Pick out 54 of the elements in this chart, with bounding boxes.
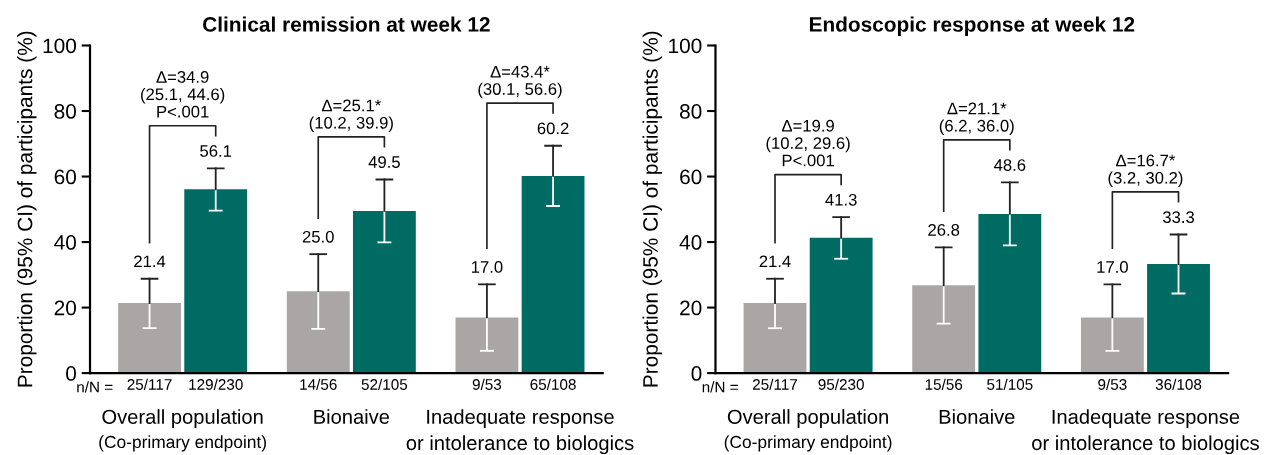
y-tick-label: 40 [54, 235, 77, 250]
data-label: 21.4 [759, 255, 791, 268]
x-tick-label: 25/117 [752, 378, 798, 390]
x-tick-label: 15/56 [925, 378, 963, 390]
y-tick-label: 100 [669, 38, 702, 54]
data-label: 48.6 [994, 159, 1026, 171]
text: Overall population (Co-primary endpoint) [99, 409, 266, 452]
x-tick-label: 36/108 [1155, 378, 1202, 390]
x-tick-label: 51/105 [987, 378, 1033, 390]
y-tick-label: 40 [679, 235, 702, 250]
data-label: 17.0 [471, 261, 503, 273]
chart-title: Endoscopic response at week 12 [809, 16, 1135, 36]
text: n/N = [702, 381, 738, 393]
text: Bionaive [314, 409, 390, 424]
data-label: 26.8 [928, 224, 960, 236]
x-tick-label: 95/230 [818, 378, 864, 390]
data-label: 17.0 [1097, 261, 1128, 273]
x-tick-label: 9/53 [472, 378, 502, 390]
chart-title: Clinical remission at week 12 [203, 16, 490, 32]
text: Inadequate response or intolerance to biologics [1032, 409, 1259, 455]
annotation: Δ=16.7* (3.2, 30.2) [1108, 154, 1183, 188]
x-tick-label: 65/108 [530, 378, 576, 390]
y-tick-label: 20 [54, 300, 77, 316]
annotation: Δ=21.1* (6.2, 36.0) [939, 102, 1014, 135]
data-label: 49.5 [368, 156, 400, 168]
y-axis-title: Proportion (95% CI) of participants (%) [17, 31, 37, 387]
text: Overall population (Co-primary endpoint) [724, 409, 892, 452]
x-tick-label: 25/117 [127, 378, 172, 390]
text: Bionaive [939, 409, 1015, 424]
annotation: Δ=43.4* (30.1, 56.6) [478, 65, 562, 99]
y-tick-label: 20 [680, 300, 702, 316]
x-tick-label: 52/105 [361, 378, 408, 390]
annotation: Δ=19.9 (10.2, 29.6) P<.001 [766, 119, 850, 167]
y-tick-label: 100 [43, 38, 77, 54]
x-tick-label: 129/230 [189, 378, 243, 390]
annotation: Δ=34.9 (25.1, 44.6) P<.001 [141, 71, 225, 118]
y-tick-label: 80 [54, 104, 77, 119]
y-axis-title: Proportion (95% CI) of participants (%) [642, 31, 662, 387]
data-label: 33.3 [1162, 211, 1195, 224]
data-label: 60.2 [537, 122, 569, 135]
data-label: 21.4 [134, 255, 166, 268]
annotation: Δ=25.1* (10.2, 39.9) [309, 99, 393, 132]
data-label: 56.1 [200, 145, 232, 157]
x-tick-label: 14/56 [300, 378, 337, 390]
y-tick-label: 0 [66, 366, 77, 381]
text: n/N = [77, 381, 113, 393]
text: Inadequate response or intolerance to biologics [406, 409, 634, 455]
data-label: 25.0 [302, 230, 334, 243]
y-tick-label: 60 [54, 169, 77, 185]
y-tick-label: 80 [680, 104, 702, 119]
x-tick-label: 9/53 [1098, 378, 1127, 390]
y-tick-label: 60 [680, 169, 702, 185]
data-label: 41.3 [825, 193, 857, 206]
y-tick-label: 0 [691, 366, 702, 381]
